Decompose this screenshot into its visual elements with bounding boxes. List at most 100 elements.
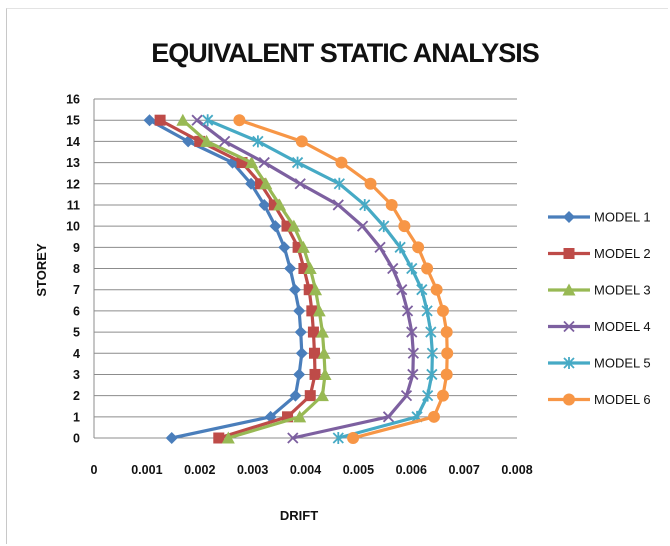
x-tick-label: 0.004 xyxy=(290,463,321,477)
x-tick-label: 0.008 xyxy=(501,463,532,477)
data-point xyxy=(425,326,437,339)
data-point xyxy=(347,432,360,444)
series-line xyxy=(207,118,434,440)
legend-item: MODEL 4 xyxy=(548,319,651,334)
data-point xyxy=(218,135,231,148)
data-point xyxy=(273,198,287,211)
legend-marker xyxy=(562,283,576,296)
data-point xyxy=(427,410,440,423)
legend: MODEL 1 MODEL 2 MODEL 3 MODEL 4 MODEL 5 MODEL… xyxy=(548,210,651,407)
y-tick-label: 15 xyxy=(66,114,80,128)
y-tick-label: 6 xyxy=(73,304,80,318)
series-line xyxy=(181,118,327,440)
data-point xyxy=(304,390,316,402)
data-point xyxy=(289,389,302,402)
data-point xyxy=(298,263,310,274)
chart-frame xyxy=(6,8,668,544)
data-point xyxy=(295,347,308,360)
series-1 xyxy=(143,114,308,444)
data-point xyxy=(191,114,203,126)
data-point xyxy=(333,177,345,190)
y-tick-label: 3 xyxy=(73,368,80,382)
x-tick-labels: 0 0.001 0.002 0.003 0.004 0.005 0.006 0.007 0.00… xyxy=(91,463,533,477)
data-point xyxy=(291,156,304,169)
data-point xyxy=(259,177,273,190)
data-point xyxy=(200,134,214,147)
data-point xyxy=(252,135,264,148)
data-point xyxy=(293,410,307,423)
data-point xyxy=(268,199,280,211)
data-point xyxy=(416,283,428,296)
legend-item: MODEL 2 xyxy=(548,246,651,261)
data-point xyxy=(306,305,318,317)
data-point xyxy=(407,368,419,381)
x-axis-title: DRIFT xyxy=(280,508,318,523)
data-point xyxy=(281,220,293,232)
data-point xyxy=(318,367,332,380)
legend-marker xyxy=(563,248,575,259)
y-tick-label: 12 xyxy=(66,177,80,191)
data-point xyxy=(292,241,304,253)
data-point xyxy=(287,432,299,444)
data-point xyxy=(426,368,438,381)
data-point xyxy=(385,198,398,211)
data-point xyxy=(294,326,307,339)
data-point xyxy=(312,304,326,317)
data-point xyxy=(293,368,306,381)
data-point xyxy=(309,368,321,380)
data-point xyxy=(422,389,434,402)
x-tick-label: 0.002 xyxy=(184,463,215,477)
data-point xyxy=(374,241,386,253)
data-point xyxy=(288,283,301,296)
data-point xyxy=(269,220,282,233)
data-point xyxy=(258,198,271,211)
data-point xyxy=(307,326,319,338)
y-tick-label: 9 xyxy=(73,241,80,255)
y-tick-label: 1 xyxy=(73,410,80,424)
y-tick-label: 14 xyxy=(66,135,80,149)
legend-item: MODEL 1 xyxy=(548,210,651,225)
data-point xyxy=(296,240,310,253)
data-point xyxy=(394,241,406,254)
data-point xyxy=(294,178,306,190)
data-point xyxy=(245,177,258,190)
data-point xyxy=(332,199,344,211)
y-tick-label: 4 xyxy=(73,347,80,361)
data-point xyxy=(309,283,323,296)
data-point xyxy=(245,156,259,169)
data-point xyxy=(221,431,235,444)
legend-marker xyxy=(563,211,575,223)
legend-label: MODEL 1 xyxy=(594,210,651,225)
data-point xyxy=(421,262,434,275)
series-5 xyxy=(202,114,439,444)
data-point xyxy=(406,326,418,338)
series-6 xyxy=(233,114,454,444)
x-tick-label: 0.005 xyxy=(343,463,374,477)
series-layer xyxy=(143,113,454,444)
series-line xyxy=(196,118,415,440)
data-point xyxy=(335,156,348,169)
data-point xyxy=(236,157,248,169)
y-tick-label: 5 xyxy=(73,326,80,340)
data-point xyxy=(143,114,156,127)
series-3 xyxy=(176,113,332,444)
data-point xyxy=(332,432,344,444)
legend-marker xyxy=(563,393,575,406)
y-tick-label: 10 xyxy=(66,220,80,234)
x-tick-label: 0 xyxy=(91,463,98,477)
data-point xyxy=(430,283,443,296)
data-point xyxy=(436,304,449,317)
data-point xyxy=(303,284,315,296)
data-point xyxy=(165,432,178,444)
data-point xyxy=(436,389,449,402)
data-point xyxy=(258,156,270,169)
data-point xyxy=(396,284,408,296)
data-point xyxy=(406,262,418,275)
data-point xyxy=(315,389,329,402)
legend-label: MODEL 4 xyxy=(594,319,651,334)
data-point xyxy=(387,262,399,275)
legend-marker xyxy=(563,320,575,333)
x-tick-label: 0.003 xyxy=(237,463,268,477)
data-point xyxy=(401,305,414,317)
